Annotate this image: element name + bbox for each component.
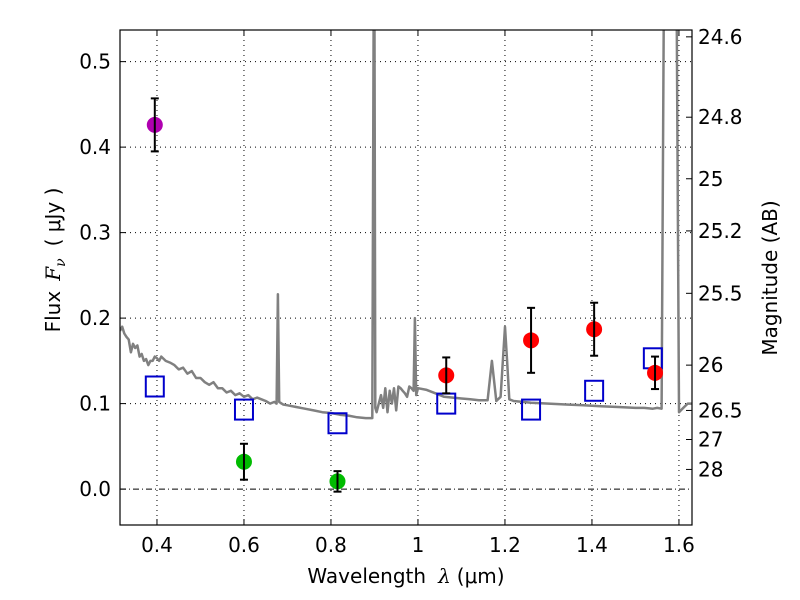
grid (120, 30, 692, 525)
y2-tick-label: 26.5 (698, 398, 743, 422)
data-layer (120, 30, 692, 493)
y-tick-label: 0.3 (79, 221, 111, 245)
y2-tick-label: 24.8 (698, 105, 743, 129)
model-photometry-square (144, 375, 165, 398)
model-photometry-square (327, 412, 348, 435)
y2-tick-label: 26 (698, 353, 723, 377)
y2-tick-label: 28 (698, 457, 723, 481)
model-photometry-square (584, 379, 605, 402)
x-axis-label-unit: (μm) (457, 564, 505, 588)
model-photometry-square (233, 398, 254, 421)
plot-frame (119, 29, 693, 526)
y2-tick-label: 27 (698, 428, 723, 452)
x-tick-label: 1.6 (663, 533, 695, 557)
ticks: 0.4 0.6 0.8 1 1.2 1.4 1.6 0.0 0.1 0.2 0.3 0.4 0.5 24.… (79, 25, 742, 557)
y-tick-label: 0.4 (79, 135, 111, 159)
x-tick-label: 1 (412, 533, 425, 557)
y2-axis-label: Magnitude (AB) (758, 200, 782, 355)
x-axis-label-prefix: Wavelength (307, 564, 426, 588)
y-axis-label-unit: ( μJy ) (41, 188, 65, 247)
x-axis-label-symbol: λ (437, 564, 451, 588)
x-tick-label: 0.4 (141, 533, 173, 557)
y-axis-label-symbol: F (41, 266, 65, 282)
y-tick-label: 0.0 (79, 477, 111, 501)
y-axis-label-prefix: Flux (41, 291, 65, 333)
x-tick-label: 0.6 (228, 533, 260, 557)
y2-tick-label: 25.2 (698, 219, 743, 243)
y2-tick-label: 25.5 (698, 281, 743, 305)
y-tick-label: 0.2 (79, 306, 111, 330)
model-photometry-square (521, 398, 542, 421)
y-axis-label-subscript: ν (53, 258, 69, 267)
y2-tick-label: 24.6 (698, 25, 743, 49)
x-tick-label: 0.8 (315, 533, 347, 557)
x-tick-label: 1.2 (489, 533, 521, 557)
y-axis-label: Flux Fν ( μJy ) (41, 188, 69, 333)
x-tick-label: 1.4 (576, 533, 608, 557)
y-tick-label: 0.5 (79, 50, 111, 74)
y-tick-label: 0.1 (79, 392, 111, 416)
y2-tick-label: 25 (698, 167, 723, 191)
x-axis-label: Wavelength λ (μm) (307, 564, 504, 588)
